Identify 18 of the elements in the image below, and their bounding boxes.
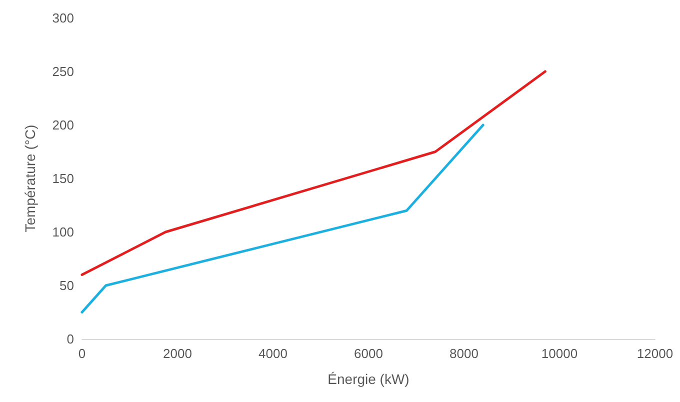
y-tick-label: 100 <box>52 224 74 240</box>
y-tick-label: 250 <box>52 64 74 79</box>
x-tick-label: 6000 <box>354 346 383 361</box>
x-tick-label: 0 <box>78 346 86 361</box>
line-series <box>80 70 546 276</box>
y-axis-title: Température (°C) <box>22 124 38 232</box>
x-tick-label: 8000 <box>450 346 478 361</box>
y-tick-label: 150 <box>52 171 74 186</box>
x-tick-label: 10000 <box>541 346 578 361</box>
x-tick-label: 4000 <box>258 346 288 361</box>
x-axis-title: Énergie (kW) <box>328 371 410 387</box>
y-tick-label: 200 <box>52 118 74 132</box>
y-tick-label: 0 <box>66 332 74 346</box>
x-tick-label: 2000 <box>163 346 192 361</box>
x-tick-label: 12000 <box>636 346 674 361</box>
line-series <box>80 124 484 314</box>
y-tick-label: 50 <box>60 278 74 293</box>
y-tick-label: 300 <box>52 10 74 26</box>
